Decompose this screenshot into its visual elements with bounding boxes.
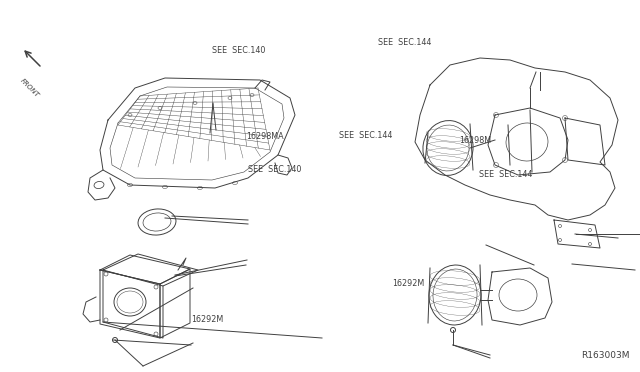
Text: SEE  SEC.140: SEE SEC.140 — [212, 46, 266, 55]
Text: 16292M: 16292M — [191, 315, 223, 324]
Text: SEE  SEC.144: SEE SEC.144 — [479, 170, 532, 179]
Text: 16292M: 16292M — [392, 279, 424, 288]
Text: SEE  SEC.144: SEE SEC.144 — [378, 38, 431, 47]
Text: FRONT: FRONT — [19, 77, 40, 99]
Text: SEE  SEC.144: SEE SEC.144 — [339, 131, 392, 140]
Text: R163003M: R163003M — [582, 351, 630, 360]
Text: SEE  SEC.140: SEE SEC.140 — [248, 165, 301, 174]
Text: 16298MA: 16298MA — [246, 132, 284, 141]
Text: 16298M: 16298M — [460, 136, 492, 145]
